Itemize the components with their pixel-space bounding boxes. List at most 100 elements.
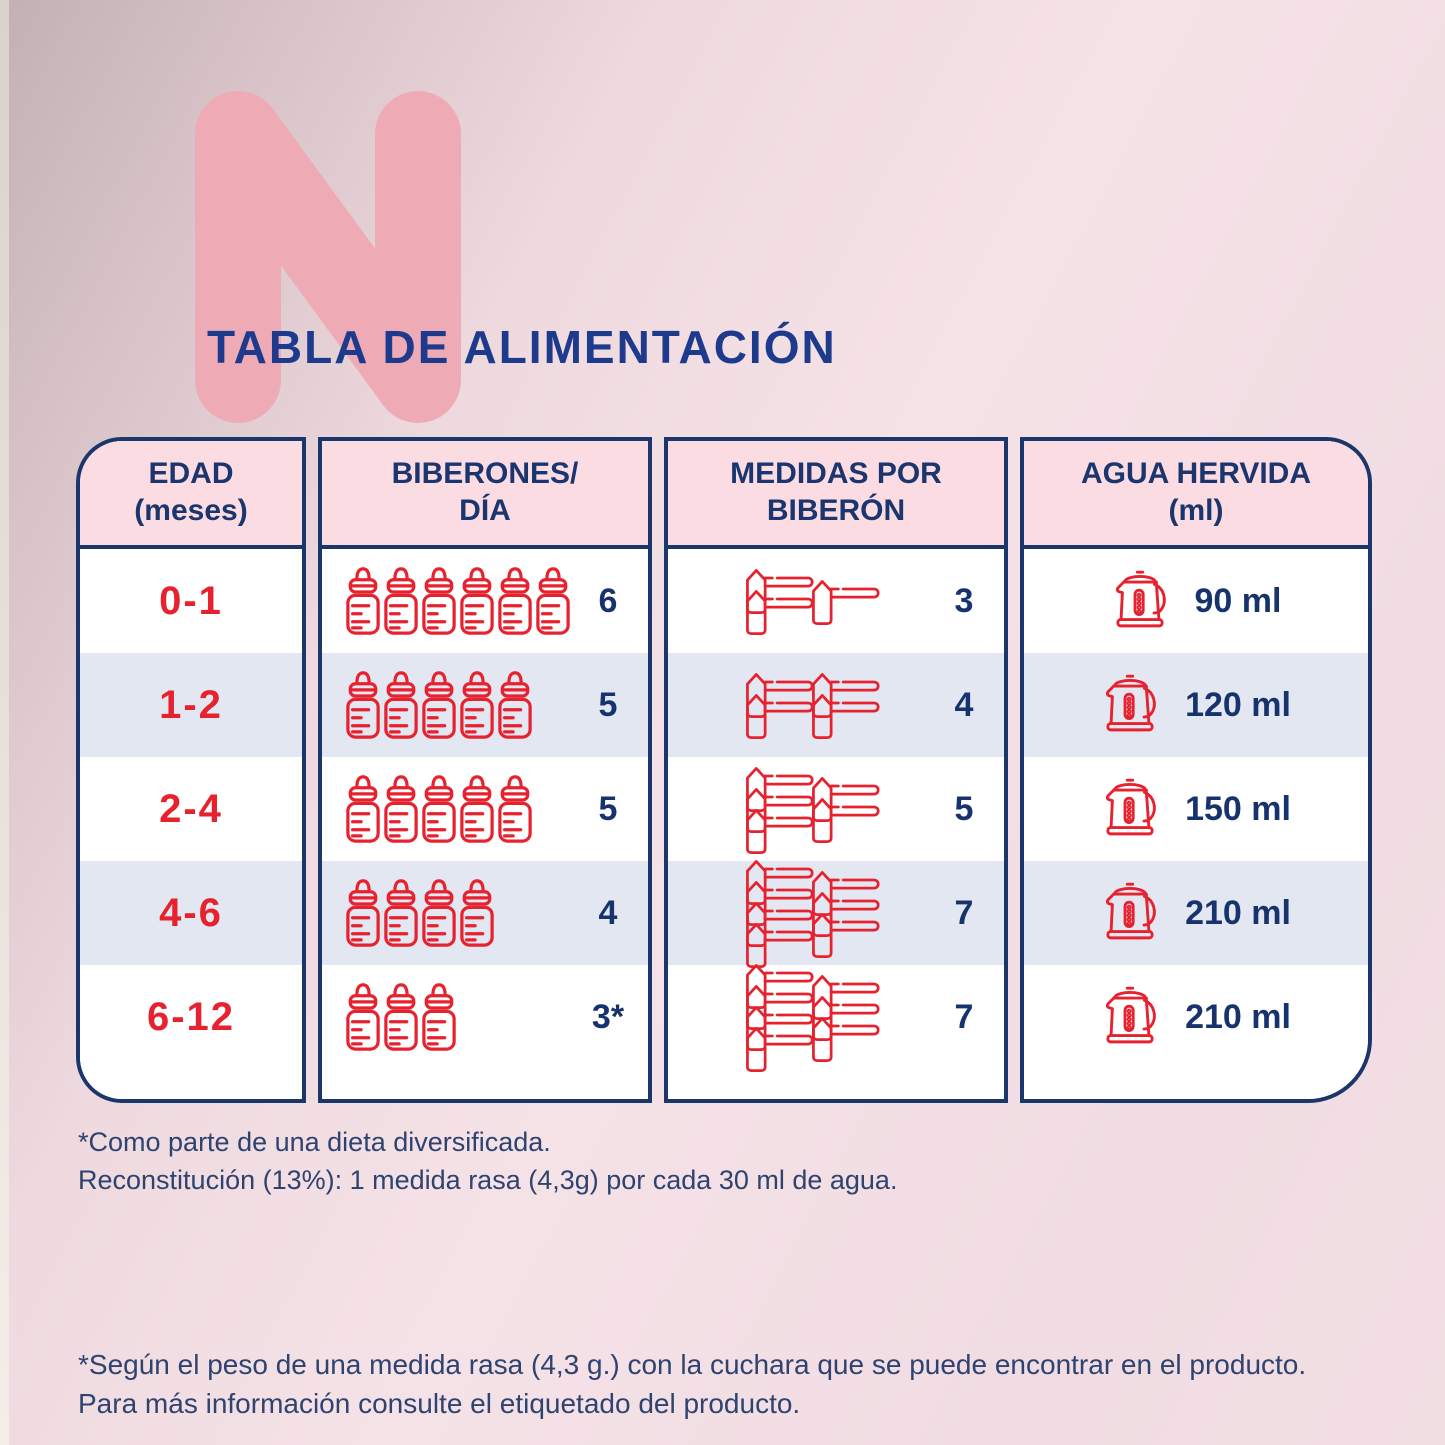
bottles-cell: 5 (322, 653, 648, 757)
baby-bottle-icon (532, 567, 574, 635)
baby-bottle-icon (456, 879, 498, 947)
measuring-scoop-icon (807, 796, 881, 843)
scoops-cell: 4 (668, 653, 1004, 757)
age-cell: 6-12 (80, 965, 302, 1069)
measuring-scoop-icon (741, 588, 815, 635)
column-boiled-water: AGUA HERVIDA (ml) 90 ml 120 ml 150 ml 210 m… (1020, 437, 1372, 1103)
baby-bottle-icon (494, 775, 536, 843)
column-header-age: EDAD (meses) (80, 441, 302, 549)
bottles-per-day-count: 4 (598, 893, 618, 932)
scoop-stack (741, 858, 815, 968)
kettle-icon (1101, 985, 1159, 1050)
scoops-cell: 7 (668, 965, 1004, 1069)
scoop-stack (741, 962, 815, 1072)
column-body-scoops-per-bottle: 3 4 5 7 7 (668, 549, 1004, 1099)
baby-bottle-icon (418, 775, 460, 843)
bottles-per-day-count: 3* (591, 997, 625, 1036)
scoop-icons-group (686, 962, 936, 1072)
baby-bottle-icon (380, 567, 422, 635)
bottles-cell: 3* (322, 965, 648, 1069)
water-cell: 90 ml (1024, 549, 1368, 653)
age-range-label: 2-4 (159, 786, 223, 831)
footnote-more-info: Para más información consulte el etiquet… (78, 1387, 801, 1419)
baby-bottle-icon (418, 671, 460, 739)
kettle-icon (1101, 881, 1159, 946)
bottle-icons-group (340, 567, 580, 635)
measuring-scoop-icon (741, 807, 815, 854)
baby-bottle-icon (342, 567, 384, 635)
measuring-scoop-icon (807, 911, 881, 958)
baby-bottle-icon (456, 567, 498, 635)
bottle-icons-group (340, 983, 580, 1051)
scoop-stack (807, 671, 881, 739)
measuring-scoop-icon (807, 578, 881, 625)
column-bottles-per-day: BIBERONES/ DÍA 6 5 5 4 3* (318, 437, 652, 1103)
column-body-bottles-per-day: 6 5 5 4 3* (322, 549, 648, 1099)
kettle-icon (1101, 673, 1159, 738)
column-age: EDAD (meses) 0-1 1-2 2-4 4-6 6-12 (76, 437, 306, 1103)
column-body-age: 0-1 1-2 2-4 4-6 6-12 (80, 549, 302, 1099)
boiled-water-amount: 210 ml (1185, 997, 1291, 1036)
baby-bottle-icon (380, 983, 422, 1051)
baby-bottle-icon (418, 567, 460, 635)
boiled-water-amount: 210 ml (1185, 893, 1291, 932)
age-cell: 1-2 (80, 653, 302, 757)
scoop-stack (741, 671, 815, 739)
scoops-per-bottle-count: 4 (954, 685, 974, 724)
baby-bottle-icon (418, 879, 460, 947)
bottles-cell: 6 (322, 549, 648, 653)
scoop-icons-group (686, 567, 936, 635)
column-scoops-per-bottle: MEDIDAS POR BIBERÓN 3 4 5 7 7 (664, 437, 1008, 1103)
column-body-boiled-water: 90 ml 120 ml 150 ml 210 ml 210 ml (1024, 549, 1368, 1099)
scoops-per-bottle-count: 5 (954, 789, 974, 828)
measuring-scoop-icon (741, 921, 815, 968)
footnotes-block: *Como parte de una dieta diversificada. … (78, 1124, 897, 1200)
baby-bottle-icon (380, 879, 422, 947)
water-content: 90 ml (1111, 569, 1281, 634)
bottle-icons-group (340, 879, 580, 947)
baby-bottle-icon (342, 983, 384, 1051)
bottom-footnotes-block: *Según el peso de una medida rasa (4,3 g… (78, 1346, 1306, 1423)
bottle-icons-group (340, 775, 580, 843)
scoop-icons-group (686, 765, 936, 854)
scoop-icons-group (686, 858, 936, 968)
scoop-stack (741, 567, 815, 635)
boiled-water-amount: 150 ml (1185, 789, 1291, 828)
measuring-scoop-icon (807, 692, 881, 739)
bottles-cell: 5 (322, 757, 648, 861)
baby-bottle-icon (494, 671, 536, 739)
water-cell: 120 ml (1024, 653, 1368, 757)
scoop-icons-group (686, 671, 936, 739)
age-range-label: 1-2 (159, 682, 223, 727)
bottles-per-day-count: 6 (598, 581, 618, 620)
baby-bottle-icon (456, 775, 498, 843)
bottles-cell: 4 (322, 861, 648, 965)
water-content: 210 ml (1101, 985, 1291, 1050)
age-range-label: 4-6 (159, 890, 223, 935)
age-cell: 2-4 (80, 757, 302, 861)
scoops-cell: 7 (668, 861, 1004, 965)
scoops-cell: 3 (668, 549, 1004, 653)
age-cell: 0-1 (80, 549, 302, 653)
water-content: 120 ml (1101, 673, 1291, 738)
age-range-label: 6-12 (146, 994, 236, 1039)
age-range-label: 0-1 (159, 578, 223, 623)
scoops-per-bottle-count: 3 (954, 581, 974, 620)
baby-bottle-icon (342, 879, 384, 947)
scoop-stack (807, 578, 881, 625)
column-header-scoops-per-bottle: MEDIDAS POR BIBERÓN (668, 441, 1004, 549)
scoop-stack (807, 869, 881, 958)
scoop-stack (807, 973, 881, 1062)
baby-bottle-icon (342, 775, 384, 843)
scoops-cell: 5 (668, 757, 1004, 861)
kettle-icon (1101, 777, 1159, 842)
water-cell: 210 ml (1024, 965, 1368, 1069)
bottle-icons-group (340, 671, 580, 739)
baby-bottle-icon (342, 671, 384, 739)
measuring-scoop-icon (807, 1015, 881, 1062)
bottles-per-day-count: 5 (598, 789, 618, 828)
footnote-diversified-diet: *Como parte de una dieta diversificada. (78, 1127, 551, 1157)
water-cell: 210 ml (1024, 861, 1368, 965)
baby-bottle-icon (380, 775, 422, 843)
water-content: 150 ml (1101, 777, 1291, 842)
